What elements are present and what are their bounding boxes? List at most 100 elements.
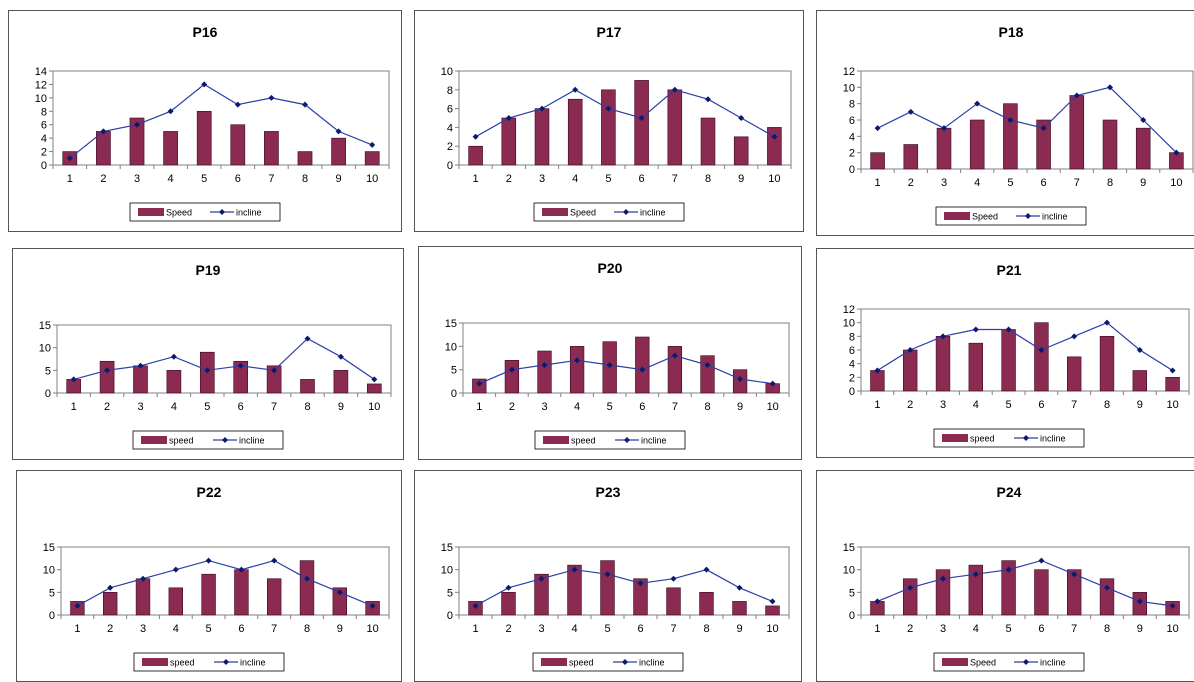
bar-speed — [333, 370, 349, 394]
bar-speed — [1001, 329, 1016, 392]
x-tick-label: 8 — [703, 623, 709, 635]
x-tick-label: 7 — [268, 173, 274, 185]
line-incline — [877, 322, 1173, 372]
point-incline — [771, 133, 778, 140]
bar-speed — [1003, 103, 1018, 170]
point-incline — [172, 566, 179, 573]
point-incline — [134, 121, 140, 128]
legend-swatch-bar — [142, 658, 168, 666]
point-incline — [1005, 566, 1012, 573]
point-incline — [1169, 367, 1176, 374]
legend-label-bar: Speed — [570, 208, 596, 218]
bar-speed — [765, 605, 780, 616]
point-incline — [541, 362, 548, 368]
bar-speed — [1067, 569, 1082, 616]
point-incline — [70, 376, 77, 383]
y-tick-label: 10 — [39, 343, 51, 355]
y-tick-label: 10 — [445, 341, 457, 353]
x-tick-label: 2 — [104, 401, 110, 413]
bar-speed — [666, 587, 681, 616]
point-incline — [505, 584, 512, 591]
x-tick-label: 5 — [1006, 399, 1012, 411]
x-tick-label: 10 — [1166, 623, 1178, 635]
legend-label-bar: speed — [170, 658, 195, 668]
y-tick-label: 6 — [849, 345, 855, 357]
line-incline — [475, 89, 775, 138]
legend-swatch-bar — [141, 436, 167, 444]
bar-speed — [196, 110, 212, 166]
x-tick-label: 10 — [368, 401, 380, 413]
point-incline — [1071, 571, 1078, 578]
point-incline — [472, 133, 479, 140]
x-tick-label: 4 — [173, 623, 179, 635]
point-incline — [1071, 333, 1078, 340]
x-tick-label: 7 — [1071, 399, 1077, 411]
point-incline — [1040, 125, 1047, 132]
x-tick-label: 10 — [366, 173, 378, 185]
legend-box — [933, 652, 1085, 672]
point-incline — [1107, 84, 1113, 91]
line-incline — [475, 569, 773, 607]
point-incline — [974, 100, 981, 107]
x-tick-label: 1 — [472, 623, 478, 635]
bar-speed — [166, 370, 182, 394]
bar-speed — [700, 355, 715, 394]
point-incline — [703, 566, 710, 573]
point-incline — [704, 362, 711, 368]
x-tick-label: 6 — [637, 623, 643, 635]
legend-swatch-bar — [944, 212, 970, 220]
y-tick-label: 10 — [441, 66, 453, 78]
bar-speed — [1099, 578, 1115, 616]
legend-label-line: incline — [240, 658, 266, 668]
x-tick-label: 2 — [908, 177, 914, 189]
chart-panel-p20: P20 0 5 10 15 1 2 3 4 5 6 7 8 9 10 speed incline — [418, 246, 802, 460]
legend-label-bar: Speed — [972, 212, 998, 222]
bar-speed — [1102, 119, 1118, 170]
point-incline — [1136, 347, 1143, 353]
x-tick-label: 8 — [302, 173, 308, 185]
chart-svg: P23 0 5 10 15 1 2 3 4 5 6 7 8 9 10 speed incline — [441, 484, 790, 672]
bar-speed — [1034, 322, 1049, 392]
x-tick-label: 9 — [1137, 399, 1143, 411]
bar-speed — [1135, 127, 1151, 170]
chart-panel-p23: P23 0 5 10 15 1 2 3 4 5 6 7 8 9 10 speed incline — [414, 470, 802, 682]
y-tick-label: 15 — [843, 542, 855, 554]
legend-marker — [1023, 435, 1029, 441]
bar-speed — [1067, 356, 1082, 392]
legend-label-line: incline — [1040, 658, 1066, 668]
legend-label-line: incline — [641, 436, 667, 446]
legend-label-line: incline — [640, 208, 666, 218]
bar-speed — [1034, 569, 1049, 616]
chart-title: P18 — [999, 24, 1024, 40]
point-incline — [907, 108, 914, 115]
x-tick-label: 9 — [337, 623, 343, 635]
x-tick-label: 7 — [670, 623, 676, 635]
y-tick-label: 2 — [849, 372, 855, 384]
point-incline — [705, 96, 711, 103]
x-tick-label: 6 — [639, 173, 645, 185]
bar-speed — [700, 117, 716, 166]
y-tick-label: 10 — [441, 565, 453, 577]
x-tick-label: 5 — [204, 401, 210, 413]
y-tick-label: 0 — [849, 610, 855, 622]
x-tick-label: 1 — [74, 623, 80, 635]
chart-svg: P22 0 5 10 15 1 2 3 4 5 6 7 8 9 10 speed incline — [43, 484, 390, 672]
legend-box — [533, 202, 685, 222]
y-tick-label: 15 — [441, 542, 453, 554]
point-incline — [604, 571, 611, 578]
legend: speed incline — [532, 652, 684, 672]
x-tick-label: 9 — [1137, 623, 1143, 635]
x-tick-label: 6 — [1041, 177, 1047, 189]
legend-label-line: incline — [236, 208, 262, 218]
x-tick-label: 7 — [271, 401, 277, 413]
point-incline — [74, 602, 81, 609]
point-incline — [671, 352, 678, 359]
line-incline — [77, 559, 373, 607]
x-tick-label: 5 — [605, 173, 611, 185]
bar-speed — [567, 98, 583, 166]
y-tick-label: 12 — [35, 79, 47, 91]
bar-speed — [504, 360, 520, 394]
bar-speed — [299, 560, 315, 616]
line-incline — [877, 559, 1173, 607]
point-incline — [104, 367, 111, 374]
